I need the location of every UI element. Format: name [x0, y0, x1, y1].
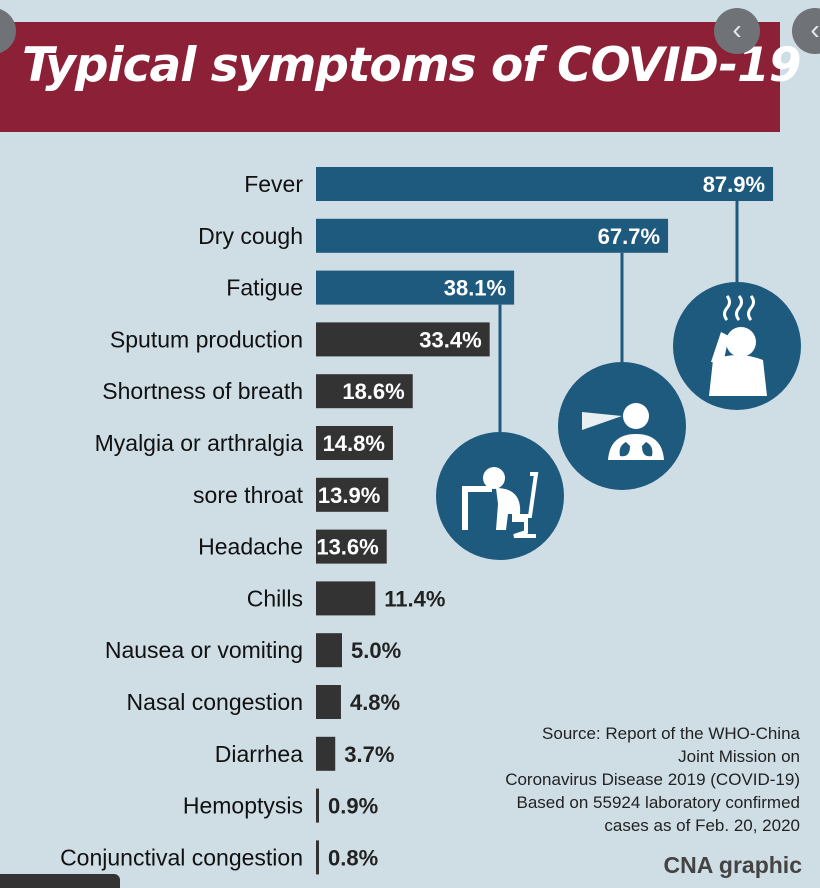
- bar: [316, 167, 774, 201]
- category-label: sore throat: [193, 482, 304, 508]
- chevron-left-icon: ‹: [810, 14, 820, 45]
- category-label: Shortness of breath: [102, 378, 303, 404]
- value-label: 18.6%: [342, 379, 404, 404]
- title-banner: [0, 22, 780, 132]
- credit: CNA graphic: [663, 852, 802, 878]
- bar: [316, 633, 342, 668]
- source-line: Joint Mission on: [678, 747, 800, 766]
- category-label: Chills: [247, 585, 303, 611]
- category-label: Headache: [198, 534, 303, 560]
- value-label: 11.4%: [384, 586, 445, 611]
- bar: [316, 581, 376, 616]
- body-shape: [709, 355, 767, 396]
- icon-circle: [558, 362, 686, 490]
- head-shape: [483, 467, 505, 489]
- category-label: Dry cough: [198, 223, 303, 249]
- value-label: 13.6%: [316, 535, 378, 560]
- source-line: Source: Report of the WHO-China: [542, 724, 800, 743]
- chevron-left-icon: ‹: [732, 14, 742, 45]
- source-line: cases as of Feb. 20, 2020: [604, 816, 800, 835]
- bar: [316, 529, 387, 564]
- bar: [316, 736, 336, 771]
- bar: [316, 374, 413, 409]
- bottom-tab: [0, 874, 120, 888]
- bar: [316, 426, 393, 460]
- head-shape: [623, 403, 649, 429]
- left-edge-button[interactable]: ‹: [0, 8, 16, 54]
- value-label: 14.8%: [323, 431, 385, 456]
- arm-shape: [711, 332, 729, 364]
- prev-slide-button[interactable]: ‹: [714, 8, 760, 54]
- source-line: Coronavirus Disease 2019 (COVID-19): [505, 770, 800, 789]
- bar: [316, 322, 490, 357]
- bar: [316, 685, 341, 719]
- category-label: Fever: [244, 171, 303, 197]
- connector-lines: [498, 201, 739, 432]
- value-label: 5.0%: [351, 638, 401, 663]
- category-label: Fatigue: [226, 275, 303, 301]
- bar: [316, 218, 669, 253]
- source-line: Based on 55924 laboratory confirmed: [516, 793, 800, 812]
- category-label: Diarrhea: [215, 741, 303, 767]
- category-label: Nasal congestion: [127, 689, 303, 715]
- heat-wave: [747, 295, 755, 321]
- icons-group: [436, 282, 801, 560]
- body-shape: [496, 488, 521, 530]
- value-label: 87.9%: [703, 172, 765, 197]
- value-label: 0.9%: [328, 794, 378, 819]
- category-label: Conjunctival congestion: [60, 844, 303, 870]
- desk-leg: [462, 492, 468, 530]
- value-label: 67.7%: [598, 224, 660, 249]
- bars-group: Fever 87.9% Dry cough 67.7% Fatigue 38.1% Sput…: [60, 167, 774, 875]
- desk-shape: [462, 486, 492, 492]
- category-label: Sputum production: [110, 326, 303, 352]
- category-label: Myalgia or arthralgia: [95, 430, 304, 456]
- value-label: 4.8%: [350, 690, 400, 715]
- bar: [316, 840, 319, 875]
- value-label: 33.4%: [419, 327, 481, 352]
- fatigue-person-icon: [436, 432, 564, 560]
- chart-title: Typical symptoms of COVID-19: [22, 38, 802, 93]
- fever-person-icon: [673, 282, 801, 410]
- value-label: 3.7%: [344, 742, 394, 767]
- heat-wave: [723, 295, 731, 321]
- heat-wave: [735, 295, 743, 321]
- bar: [316, 270, 515, 305]
- source-note: Source: Report of the WHO-China Joint Mi…: [505, 722, 800, 837]
- lungs-shape: [619, 442, 653, 457]
- category-label: Nausea or vomiting: [105, 637, 303, 663]
- chair-shape: [512, 472, 539, 538]
- cough-spray: [582, 412, 622, 430]
- bar: [316, 788, 319, 823]
- head-shape: [726, 327, 756, 357]
- value-label: 38.1%: [444, 276, 506, 301]
- value-label: 13.9%: [318, 483, 380, 508]
- category-label: Hemoptysis: [183, 793, 303, 819]
- bar: [316, 477, 389, 512]
- cough-person-icon: [558, 362, 686, 490]
- value-label: 0.8%: [328, 845, 378, 870]
